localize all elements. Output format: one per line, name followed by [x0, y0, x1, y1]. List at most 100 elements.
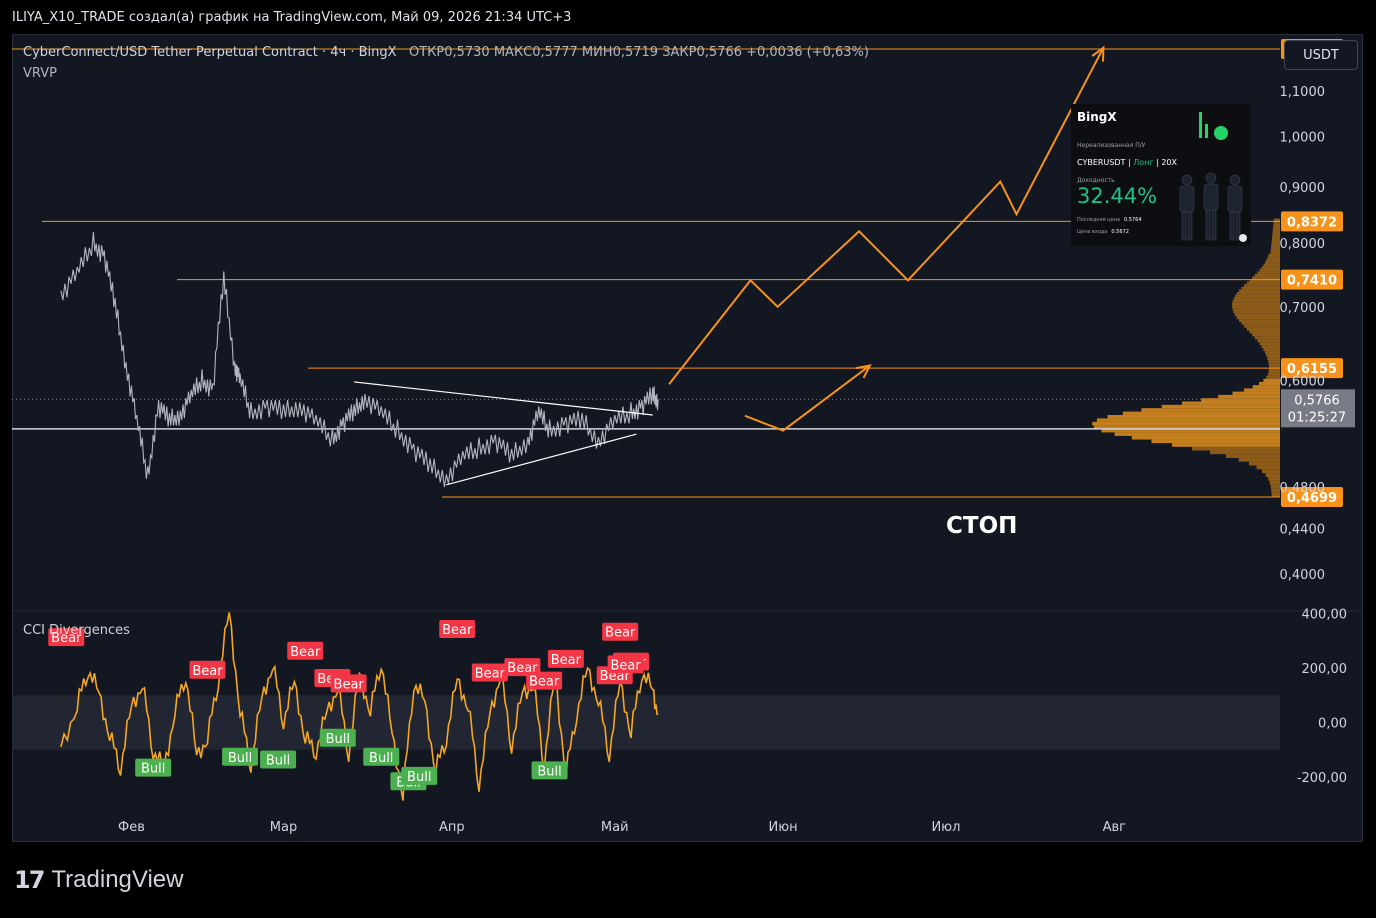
bear-signal-label: Bear [51, 631, 82, 646]
volume-profile-bar [1093, 425, 1280, 429]
symbol-name[interactable]: CyberConnect/USD Tether Perpetual Contra… [23, 45, 397, 60]
volume-profile-bar [1272, 232, 1280, 235]
volume-profile-bar [1259, 381, 1280, 386]
volume-profile-bar [1151, 439, 1280, 444]
volume-profile-bar [1273, 218, 1280, 221]
price-axis-tick: 0,8000 [1280, 237, 1326, 252]
volume-profile-bar [1267, 372, 1280, 376]
projection-main-path-arrowhead [1091, 45, 1105, 62]
volume-profile-bar [1268, 363, 1280, 367]
volume-profile-bar [1239, 289, 1280, 293]
cci-indicator-title[interactable]: CCI Divergences [23, 623, 130, 638]
volume-profile-bar [1254, 273, 1280, 277]
volume-profile-bar [1243, 388, 1280, 392]
volume-profile-bar [1268, 253, 1280, 257]
bear-signal-tag [471, 663, 508, 682]
volume-profile-bar [1259, 268, 1280, 272]
currency-button[interactable]: USDT [1284, 40, 1358, 70]
bear-signal-label: Bear [442, 623, 473, 638]
card-entry-price-value: 0.5672 [1111, 229, 1129, 235]
volume-profile-bar [1266, 354, 1280, 358]
volume-profile-bar [1266, 258, 1280, 262]
last-price-tag [1281, 389, 1355, 428]
bull-signal-tag [363, 747, 400, 766]
tradingview-brand[interactable]: 17 TradingView [14, 866, 183, 894]
volume-profile-bar [1272, 230, 1280, 233]
level-tag [1281, 269, 1343, 290]
card-logo-bar [1205, 124, 1208, 138]
bear-signal-label: Bear [610, 658, 641, 673]
volume-profile-bar [1252, 333, 1280, 337]
volume-profile-bar [1273, 220, 1280, 224]
card-logo-dot [1214, 126, 1228, 140]
price-axis-tick: 0,9000 [1280, 181, 1326, 196]
last-price-label: 0,5766 [1294, 393, 1340, 408]
volume-profile-bar [1122, 411, 1280, 415]
volume-profile-bar [1218, 394, 1280, 399]
volume-profile-bar [1249, 330, 1280, 334]
volume-profile-bar [1271, 237, 1280, 240]
bear-signal-tag [439, 620, 476, 639]
volume-profile-bar [1268, 360, 1280, 364]
bear-signal-tag [526, 671, 563, 690]
bear-signal-tag [48, 628, 85, 647]
bull-signal-label: Bull [369, 751, 393, 766]
volume-profile-bar [1107, 414, 1280, 419]
bear-signal-label: Bear [605, 626, 636, 641]
chart-canvas[interactable]: 1,20160,83720,74100,61550,46990,576601:2… [12, 34, 1363, 842]
card-brand: BingX [1077, 110, 1117, 124]
volume-profile-bar [1161, 404, 1280, 409]
volume-profile-bar [1236, 316, 1280, 320]
volume-profile-bar [1191, 446, 1280, 451]
bull-signal-label: Bull [141, 762, 165, 777]
volume-profile-bar [1244, 284, 1280, 287]
projection-main-path [668, 47, 1105, 385]
level-tag [1281, 486, 1343, 507]
volume-profile-bar [1273, 225, 1280, 228]
volume-profile-bar [1271, 246, 1280, 250]
bingx-pnl-card: BingX Нереализованная П/У CYBERUSDT | Ло… [1071, 104, 1251, 246]
volume-profile-bar [1259, 342, 1280, 346]
volume-profile-bar [1267, 357, 1280, 361]
volume-profile-bar [1171, 443, 1280, 447]
bear-signal-label: Bear [290, 645, 321, 660]
last-price-countdown: 01:25:27 [1288, 410, 1346, 425]
bear-signal-tag [504, 658, 541, 677]
volume-profile-bar [1232, 300, 1280, 303]
projection-alt-path [744, 364, 871, 432]
vrvp-legend[interactable]: VRVP [23, 66, 57, 81]
card-pair-side: Лонг [1133, 158, 1154, 167]
volume-profile-bar [1233, 297, 1280, 301]
time-axis-tick: Июн [768, 820, 797, 835]
bear-signal-label: Bear [192, 664, 223, 679]
volume-profile-bar [1268, 476, 1280, 481]
volume-profile-bar [1131, 435, 1280, 440]
cci-axis-tick: 0,00 [1318, 716, 1347, 731]
bull-signal-tag [319, 728, 356, 747]
time-axis-tick: Фев [118, 820, 145, 835]
volume-profile-bar [1270, 251, 1280, 254]
time-axis-tick: Май [601, 820, 629, 835]
bear-signal-tag [602, 622, 639, 641]
level-tag-label: 0,8372 [1287, 215, 1337, 230]
volume-profile-bar [1256, 465, 1280, 470]
volume-profile-bar [1264, 261, 1280, 264]
bull-signal-label: Bull [228, 751, 252, 766]
chart-author-line: ILIYA_X10_TRADE создал(а) график на Trad… [12, 10, 572, 25]
volume-profile-bar [1252, 276, 1280, 280]
bear-signal-tag [607, 655, 644, 674]
volume-profile-bar [1254, 336, 1280, 340]
volume-profile-bar [1241, 286, 1280, 290]
bull-signal-label: Bull [326, 732, 350, 747]
card-pair-leverage: 20X [1161, 158, 1177, 167]
volume-profile-bar [1096, 418, 1280, 422]
time-axis-tick: Июл [931, 820, 960, 835]
volume-profile-bar [1232, 391, 1280, 395]
tradingview-wordmark: TradingView [51, 866, 184, 893]
symbol-legend[interactable]: CyberConnect/USD Tether Perpetual Contra… [23, 45, 869, 60]
volume-profile-bar [1269, 480, 1280, 485]
projection-alt-path-arrowhead [856, 364, 872, 379]
volume-profile-bar [1266, 375, 1280, 379]
volume-profile-bar [1271, 488, 1280, 493]
bear-signal-tag [547, 649, 584, 668]
